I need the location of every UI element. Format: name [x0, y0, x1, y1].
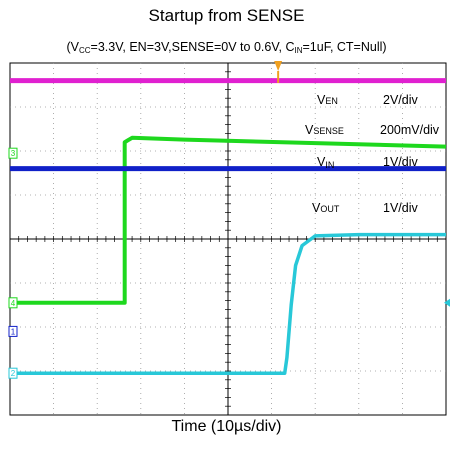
label-sense-name: VSENSE [305, 123, 344, 137]
chart-subtitle: (VCC=3.3V, EN=3V,SENSE=0V to 0.6V, CIN=1… [66, 40, 387, 55]
channel-marker-2-label: 2 [11, 369, 16, 378]
x-axis-label: Time (10µs/div) [171, 418, 282, 435]
label-vout-name: VOUT [312, 201, 340, 215]
channel-marker-1-label: 1 [11, 327, 16, 336]
channel-marker-4 [8, 297, 18, 309]
label-en-name: VEN [317, 93, 338, 107]
label-vout-scale: 1V/div [383, 201, 418, 215]
channel-marker-1 [8, 325, 18, 337]
trace-vout [10, 232, 446, 375]
trigger-marker [274, 61, 283, 71]
label-vin-scale: 1V/div [383, 155, 418, 169]
channel-marker-2 [8, 367, 18, 379]
label-vin-name: VIN [317, 155, 334, 170]
label-en-scale: 2V/div [383, 93, 418, 107]
channel-marker-3-label: 3 [11, 149, 16, 158]
chart-title: Startup from SENSE [148, 6, 305, 25]
trace-sense [10, 135, 447, 305]
vout-level-arrow [444, 298, 450, 307]
channel-marker-4-label: 4 [11, 299, 16, 308]
channel-marker-3 [8, 147, 18, 159]
oscilloscope-plot: VEN 2V/div VSENSE 200mV/div VIN 1V/div VOUT 1V/… [8, 61, 450, 416]
label-sense-scale: 200mV/div [380, 123, 440, 137]
